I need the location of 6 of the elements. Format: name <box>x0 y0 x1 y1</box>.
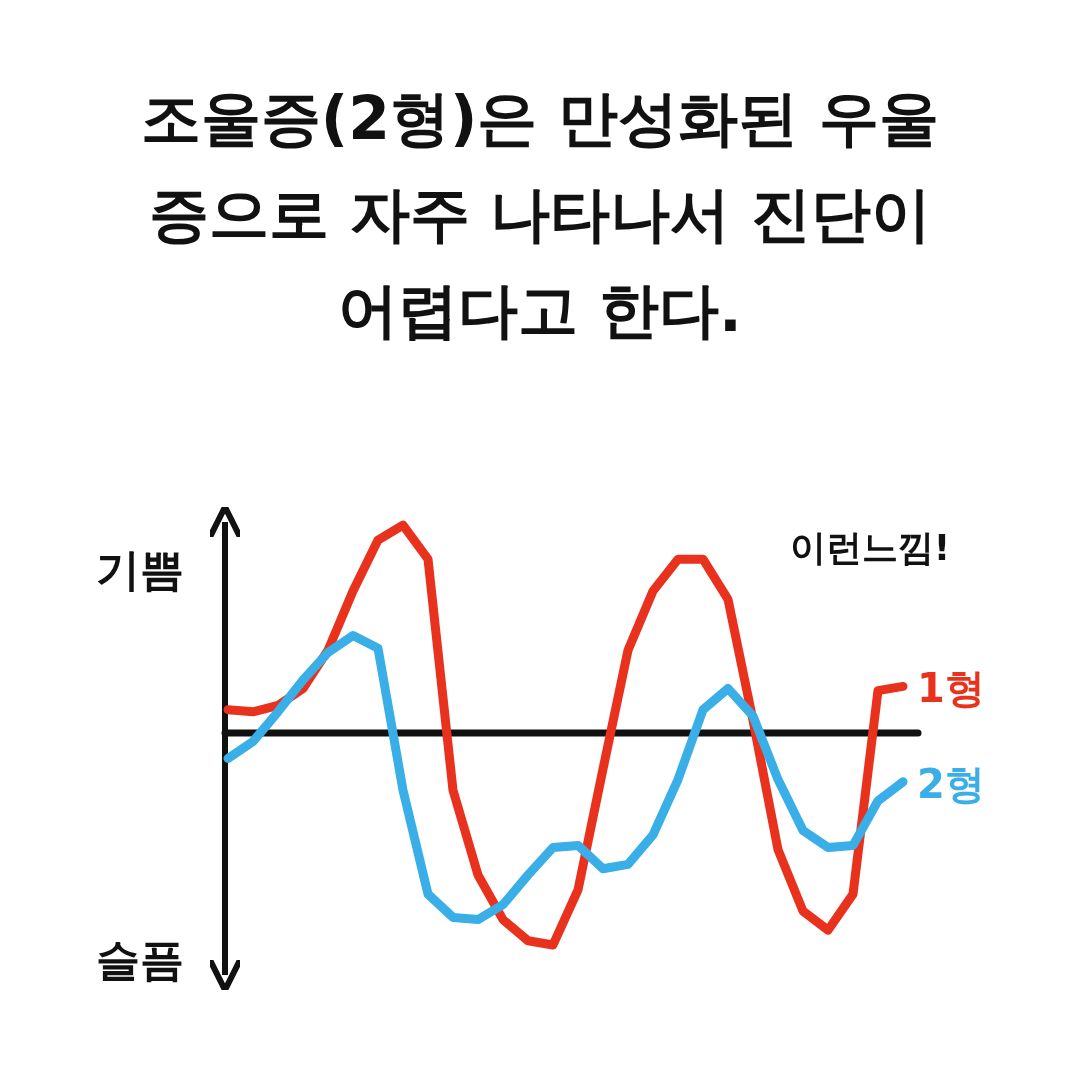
annotation: 이런느낌! <box>789 527 951 568</box>
series-label: 2형 <box>917 760 985 807</box>
text: 기쁨 <box>96 544 184 595</box>
chart-title: 조울증(2형)은 만성화된 우울증으로 자주 나타나서 진단이 어렵다고 한다. <box>140 82 940 347</box>
text: 슬픔 <box>96 934 184 985</box>
series-label: 1형 <box>917 665 985 712</box>
